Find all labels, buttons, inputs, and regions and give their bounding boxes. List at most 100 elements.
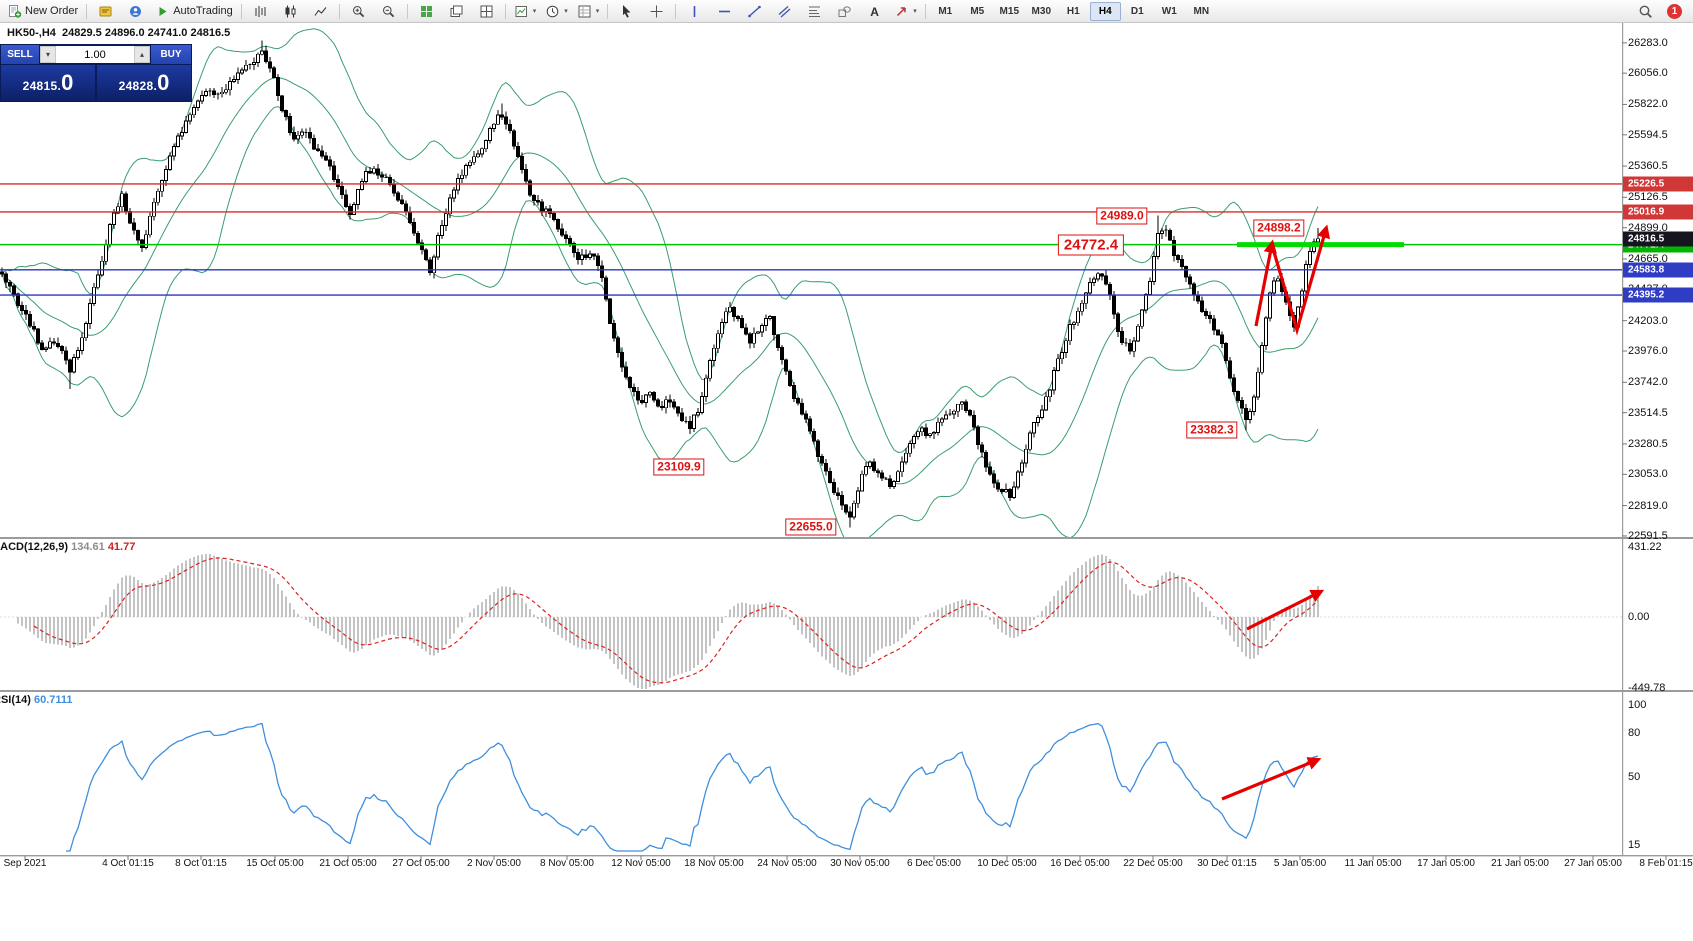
- buy-button[interactable]: 24828. 0: [97, 65, 191, 101]
- periods-button[interactable]: ▾: [541, 1, 572, 22]
- text-button[interactable]: A: [860, 1, 889, 22]
- new-chart-button[interactable]: ▾: [510, 1, 541, 22]
- line-chart-icon: [314, 6, 327, 16]
- line-chart-button[interactable]: [306, 1, 335, 22]
- arrange-windows-icon: [480, 5, 493, 17]
- trend-arrow[interactable]: [1221, 757, 1322, 801]
- channel-button[interactable]: [770, 1, 799, 22]
- zoom-out-button[interactable]: [374, 1, 403, 22]
- shapes-button[interactable]: [830, 1, 859, 22]
- volume-input[interactable]: 1.00: [84, 48, 106, 61]
- price-axis-label: 24899.0: [1628, 221, 1668, 234]
- price-axis-label: 25126.5: [1628, 191, 1668, 204]
- time-axis-label: 17 Jan 05:00: [1417, 858, 1475, 869]
- search-icon: [1639, 5, 1652, 18]
- trendline-button[interactable]: [740, 1, 769, 22]
- sell-price-big-digit: 0: [61, 70, 74, 95]
- metaeditor-button[interactable]: [91, 1, 120, 22]
- zoom-in-button[interactable]: [344, 1, 373, 22]
- price-annotation: 24989.0: [1096, 207, 1148, 225]
- toolbar-separator: [607, 3, 609, 19]
- price-annotation: 24898.2: [1253, 219, 1305, 237]
- price-level-tag: 24583.8: [1623, 262, 1693, 278]
- price-axis-label: 25594.5: [1628, 128, 1668, 141]
- volume-increase-button[interactable]: ▴: [134, 46, 150, 63]
- templates-grid-icon: [578, 5, 591, 17]
- time-axis-label: 4 Oct 01:15: [102, 858, 154, 869]
- autotrading-button[interactable]: AutoTrading: [151, 1, 237, 22]
- time-axis-label: 22 Dec 05:00: [1123, 858, 1183, 869]
- macd-axis-label: -449.78: [1628, 682, 1666, 694]
- timeframe-m30-button[interactable]: M30: [1031, 5, 1051, 17]
- time-axis-label: 5 Jan 05:00: [1273, 858, 1327, 869]
- time-axis-label: 21 Oct 05:00: [319, 858, 377, 869]
- svg-text:A: A: [870, 5, 879, 19]
- rsi-axis-label: 50: [1628, 771, 1641, 783]
- price-axis-label: 23976.0: [1628, 345, 1668, 357]
- toolbar-separator: [504, 3, 506, 19]
- time-axis-label: 8 Feb 01:15: [1639, 858, 1693, 869]
- notification-badge[interactable]: 1: [1667, 3, 1682, 19]
- time-axis-label: 30 Nov 05:00: [830, 858, 890, 869]
- macd-indicator-label: MACD(12,26,9) 134.61 41.77: [0, 541, 135, 553]
- time-axis-label: 8 Nov 05:00: [540, 858, 594, 869]
- crosshair-button[interactable]: [642, 1, 671, 22]
- symbol-ohlc-readout: HK50-,H4 24829.5 24896.0 24741.0 24816.5: [7, 27, 231, 39]
- price-axis-label: 26056.0: [1628, 67, 1668, 80]
- cursor-icon: [623, 4, 631, 18]
- triangle-down-icon: ▾: [45, 50, 50, 59]
- trend-arrow[interactable]: [1272, 224, 1331, 336]
- community-button[interactable]: [121, 1, 150, 22]
- fibonacci-button[interactable]: [800, 1, 829, 22]
- bar-chart-button[interactable]: [246, 1, 275, 22]
- cascade-windows-button[interactable]: [442, 1, 471, 22]
- autotrading-play-icon: [159, 6, 167, 16]
- search-button[interactable]: [1631, 1, 1660, 22]
- chevron-down-icon: ▾: [595, 8, 600, 15]
- timeframe-h1-button[interactable]: H1: [1066, 5, 1080, 17]
- sell-price: 24815.: [22, 79, 62, 93]
- macd-histogram: [17, 553, 1319, 689]
- metaeditor-icon: [99, 6, 112, 16]
- timeframe-m15-button[interactable]: M15: [999, 5, 1019, 17]
- time-axis-label: 12 Nov 05:00: [611, 858, 671, 869]
- timeframe-w1-button[interactable]: W1: [1161, 5, 1177, 17]
- vertical-line-button[interactable]: [680, 1, 709, 22]
- arrange-windows-button[interactable]: [472, 1, 501, 22]
- time-axis-label: 11 Jan 05:00: [1344, 858, 1402, 869]
- time-axis-label: 21 Jan 05:00: [1491, 858, 1549, 869]
- timeframe-m5-button[interactable]: M5: [970, 5, 985, 17]
- arrow-tools-button[interactable]: ▾: [890, 1, 921, 22]
- cursor-button[interactable]: [612, 1, 641, 22]
- toolbar-separator: [406, 3, 408, 19]
- zoom-in-icon: [352, 5, 364, 17]
- fibonacci-icon: [809, 6, 821, 17]
- macd-signal-line: [33, 557, 1319, 684]
- crosshair-icon: [650, 5, 663, 17]
- toolbar-separator: [338, 3, 340, 19]
- templates-button[interactable]: ▾: [573, 1, 604, 22]
- price-axis-label: 25822.0: [1628, 98, 1668, 111]
- timeframe-d1-button[interactable]: D1: [1130, 5, 1144, 17]
- tile-windows-button[interactable]: [412, 1, 441, 22]
- new-order-button[interactable]: New Order: [3, 1, 82, 22]
- rsi-name: RSI(14): [0, 694, 31, 706]
- timeframe-mn-button[interactable]: MN: [1193, 5, 1210, 17]
- timeframe-h4-button[interactable]: H4: [1089, 1, 1121, 21]
- candlestick-chart-button[interactable]: [276, 1, 305, 22]
- trend-arrow[interactable]: [1246, 589, 1325, 631]
- price-level-tag: 24395.2: [1623, 287, 1693, 303]
- horizontal-line-icon: [719, 10, 731, 12]
- horizontal-line-button[interactable]: [710, 1, 739, 22]
- toolbar-separator: [86, 3, 88, 19]
- sell-button[interactable]: 24815. 0: [1, 65, 95, 101]
- rsi-indicator-label: RSI(14) 60.7111: [0, 694, 73, 706]
- price-axis-label: 22591.5: [1628, 529, 1668, 542]
- rsi-axis-label: 80: [1628, 727, 1641, 739]
- price-level-tag: 25016.9: [1623, 204, 1693, 220]
- price-annotation: 22655.0: [785, 518, 837, 536]
- timeframe-m1-button[interactable]: M1: [938, 5, 953, 17]
- volume-decrease-button[interactable]: ▾: [40, 46, 56, 63]
- trend-arrow[interactable]: [1254, 239, 1277, 327]
